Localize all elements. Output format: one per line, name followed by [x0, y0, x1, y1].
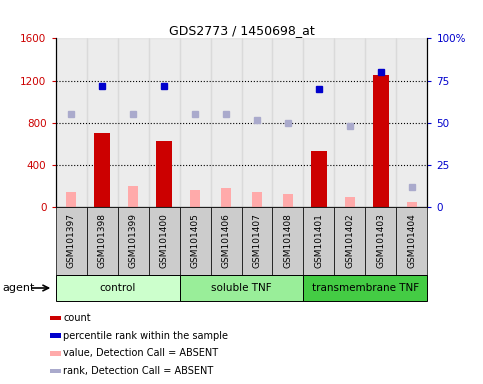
- Text: agent: agent: [2, 283, 35, 293]
- Text: GSM101404: GSM101404: [408, 214, 416, 268]
- Bar: [117, 38, 149, 207]
- Bar: [149, 38, 180, 207]
- Bar: [272, 38, 303, 207]
- Bar: [211, 38, 242, 207]
- Bar: [56, 38, 86, 207]
- Bar: [311, 151, 327, 207]
- Bar: [94, 133, 110, 207]
- FancyBboxPatch shape: [334, 207, 366, 275]
- Bar: [334, 38, 366, 207]
- Bar: [50, 351, 61, 356]
- FancyBboxPatch shape: [211, 207, 242, 275]
- Text: GSM101407: GSM101407: [253, 214, 261, 268]
- Bar: [50, 369, 61, 373]
- Bar: [407, 202, 417, 207]
- Bar: [303, 38, 334, 207]
- Text: GSM101401: GSM101401: [314, 214, 324, 268]
- Bar: [397, 38, 427, 207]
- Bar: [190, 190, 200, 207]
- Bar: [283, 194, 293, 207]
- Bar: [66, 192, 76, 207]
- Bar: [344, 197, 355, 207]
- Text: value, Detection Call = ABSENT: value, Detection Call = ABSENT: [63, 348, 218, 358]
- Text: GSM101408: GSM101408: [284, 214, 293, 268]
- FancyBboxPatch shape: [56, 275, 180, 301]
- Text: control: control: [99, 283, 136, 293]
- Text: transmembrane TNF: transmembrane TNF: [312, 283, 419, 293]
- Bar: [128, 186, 139, 207]
- Text: GSM101406: GSM101406: [222, 214, 230, 268]
- Text: GSM101399: GSM101399: [128, 214, 138, 268]
- FancyBboxPatch shape: [303, 207, 334, 275]
- Bar: [156, 141, 172, 207]
- FancyBboxPatch shape: [242, 207, 272, 275]
- Title: GDS2773 / 1450698_at: GDS2773 / 1450698_at: [169, 24, 314, 37]
- Bar: [86, 38, 117, 207]
- FancyBboxPatch shape: [180, 207, 211, 275]
- Text: GSM101397: GSM101397: [67, 214, 75, 268]
- Text: count: count: [63, 313, 91, 323]
- FancyBboxPatch shape: [397, 207, 427, 275]
- Text: GSM101400: GSM101400: [159, 214, 169, 268]
- FancyBboxPatch shape: [303, 275, 427, 301]
- Bar: [180, 38, 211, 207]
- FancyBboxPatch shape: [56, 207, 86, 275]
- FancyBboxPatch shape: [272, 207, 303, 275]
- Bar: [373, 75, 389, 207]
- Bar: [366, 38, 397, 207]
- FancyBboxPatch shape: [86, 207, 117, 275]
- Text: GSM101398: GSM101398: [98, 214, 107, 268]
- Text: GSM101405: GSM101405: [190, 214, 199, 268]
- FancyBboxPatch shape: [180, 275, 303, 301]
- FancyBboxPatch shape: [117, 207, 149, 275]
- FancyBboxPatch shape: [149, 207, 180, 275]
- Text: GSM101403: GSM101403: [376, 214, 385, 268]
- Text: rank, Detection Call = ABSENT: rank, Detection Call = ABSENT: [63, 366, 213, 376]
- Bar: [50, 333, 61, 338]
- Bar: [242, 38, 272, 207]
- Bar: [252, 192, 262, 207]
- FancyBboxPatch shape: [366, 207, 397, 275]
- Text: GSM101402: GSM101402: [345, 214, 355, 268]
- Bar: [221, 188, 231, 207]
- Text: percentile rank within the sample: percentile rank within the sample: [63, 331, 228, 341]
- Bar: [50, 316, 61, 320]
- Text: soluble TNF: soluble TNF: [211, 283, 272, 293]
